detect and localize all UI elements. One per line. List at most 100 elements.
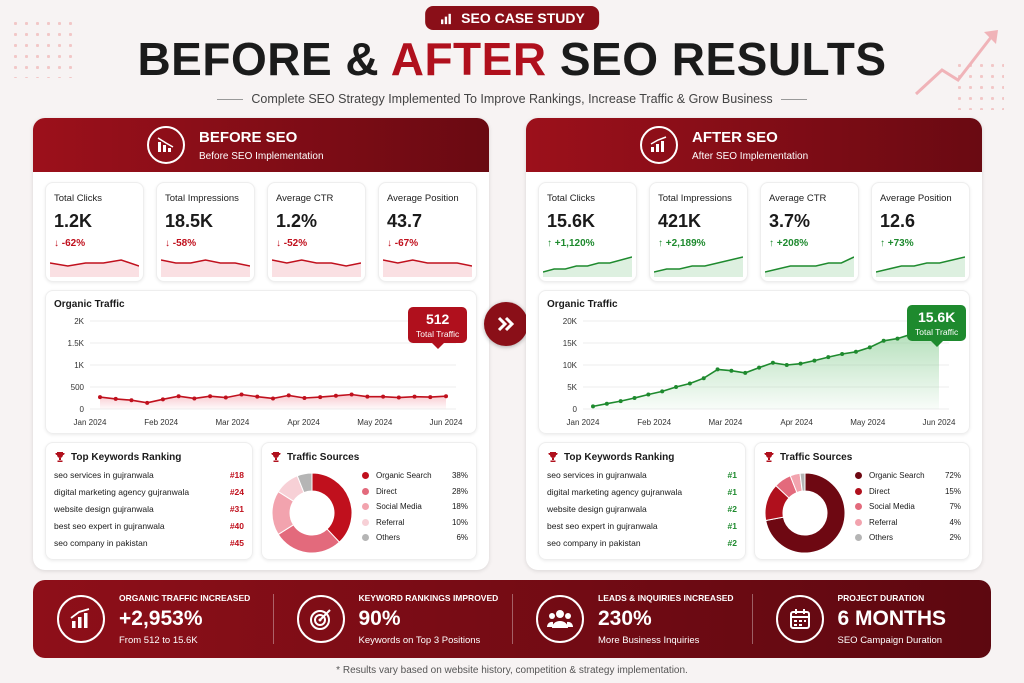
traffic-point [428, 395, 433, 400]
after-keywords-title: Top Keywords Ranking [564, 451, 675, 463]
traffic-point [770, 360, 775, 365]
case-study-badge: SEO CASE STUDY [425, 6, 599, 30]
page-title: BEFORE & AFTER SEO RESULTS [0, 32, 1024, 86]
kpi-label: Total Clicks [547, 193, 596, 204]
after-sources-card: Traffic Sources Organic Search 72% Direct 1… [754, 442, 970, 560]
traffic-point [396, 395, 401, 400]
kpi-label: Average Position [880, 193, 952, 204]
legend-percent: 2% [949, 533, 961, 542]
traffic-point [302, 396, 307, 400]
keyword-rank: #40 [229, 521, 244, 531]
kpi-delta: ↓ -58% [165, 238, 197, 249]
sparkline-area [272, 260, 361, 277]
sparkline-area [161, 260, 250, 277]
traffic-line [592, 328, 940, 408]
kpi-delta: ↓ -67% [387, 238, 419, 249]
x-tick-label: Feb 2024 [637, 418, 671, 427]
summary-value: 6 MONTHS [837, 606, 947, 630]
traffic-point [687, 381, 692, 386]
before-kpi-card: Total Impressions 18.5K ↓ -58% [156, 182, 255, 282]
summary-value: 90% [358, 606, 401, 630]
traffic-area [100, 394, 446, 409]
traffic-point [255, 394, 260, 399]
traffic-point [660, 389, 665, 394]
kpi-value: 3.7% [769, 211, 811, 231]
legend-name: Social Media [376, 502, 422, 511]
keyword-row: website design gujranwala #2 [547, 504, 737, 514]
legend-name: Referral [869, 517, 898, 527]
after-total-label: Total Traffic [915, 327, 959, 337]
donut-slice [765, 472, 846, 554]
y-tick-label: 0 [573, 405, 578, 414]
traffic-point [129, 398, 134, 403]
x-tick-label: Jan 2024 [74, 418, 107, 427]
legend-swatch [362, 472, 369, 479]
traffic-point [286, 393, 291, 398]
after-subtitle: After SEO Implementation [692, 150, 809, 162]
before-kpi-card: Average Position 43.7 ↓ -67% [378, 182, 477, 282]
traffic-point [333, 393, 338, 398]
y-tick-label: 1.5K [68, 339, 85, 348]
keyword-text: digital marketing agency gujranwala [54, 487, 190, 497]
kpi-sparkline [161, 259, 250, 277]
keyword-row: website design gujranwala #31 [54, 504, 244, 514]
traffic-point [729, 368, 734, 373]
traffic-point [239, 392, 244, 397]
keyword-rank: #45 [229, 538, 244, 548]
legend-percent: 38% [451, 471, 468, 480]
kpi-label: Total Impressions [658, 193, 732, 204]
before-total-value: 512 [425, 311, 450, 327]
before-total-callout: 512 Total Traffic [408, 307, 468, 349]
kpi-delta: ↑ +208% [769, 238, 809, 249]
trophy-icon [55, 452, 65, 462]
summary-text: KEYWORD RANKINGS IMPROVED 90% Keywords on … [359, 593, 499, 646]
sparkline-line [654, 256, 743, 273]
keyword-text: website design gujranwala [54, 504, 154, 514]
traffic-point [826, 355, 831, 360]
keyword-row: seo company in pakistan #2 [547, 538, 737, 548]
keyword-text: seo company in pakistan [54, 538, 148, 548]
traffic-point [757, 365, 762, 370]
legend-percent: 15% [944, 486, 961, 496]
traffic-point [604, 401, 609, 406]
kpi-sparkline [543, 256, 632, 277]
sparkline-line [543, 256, 632, 273]
kpi-sparkline [654, 256, 743, 277]
traffic-point [701, 376, 706, 381]
legend-name: Direct [869, 486, 890, 496]
growth-chart-icon [640, 126, 678, 164]
trophy-icon [548, 452, 558, 462]
calendar-icon [775, 595, 824, 643]
legend-swatch [855, 487, 862, 495]
summary-label: ORGANIC TRAFFIC INCREASED [119, 592, 251, 603]
kpi-delta: ↑ +2,189% [658, 238, 706, 249]
sparkline-line [272, 259, 361, 267]
traffic-point [208, 394, 213, 399]
legend-percent: 7% [949, 502, 961, 511]
legend-percent: 4% [949, 517, 961, 527]
legend-swatch [362, 487, 369, 495]
sparkline-line [161, 259, 250, 267]
legend-swatch [362, 503, 369, 510]
sparkline-area [765, 257, 854, 277]
keyword-text: website design gujranwala [547, 504, 647, 514]
traffic-point [176, 394, 181, 399]
kpi-label: Total Impressions [165, 193, 239, 204]
keyword-text: best seo expert in gujranwala [547, 521, 658, 531]
trend-arrow-icon [914, 30, 998, 96]
trophy-icon [271, 452, 281, 462]
declining-chart-icon [147, 126, 185, 164]
kpi-value: 421K [658, 211, 702, 231]
sparkline-area [50, 260, 139, 277]
traffic-point [812, 358, 817, 363]
legend-row: Organic Search 38% [362, 471, 468, 480]
legend-name: Others [376, 533, 401, 542]
legend-row: Referral 10% [362, 518, 468, 527]
sparkline-line [50, 259, 139, 267]
before-sources-legend: Organic Search 38% Direct 28% Social Media 18… [362, 471, 468, 549]
sparkline-line [765, 256, 854, 273]
title-part-after: AFTER [390, 33, 547, 85]
before-panel: BEFORE SEO Before SEO Implementation Tot… [33, 118, 489, 570]
legend-percent: 28% [451, 486, 468, 496]
after-traffic-card: 0 5K 10K 15K 20K Jan 2024 Feb 2024 Mar 2024 Apr … [538, 290, 970, 434]
